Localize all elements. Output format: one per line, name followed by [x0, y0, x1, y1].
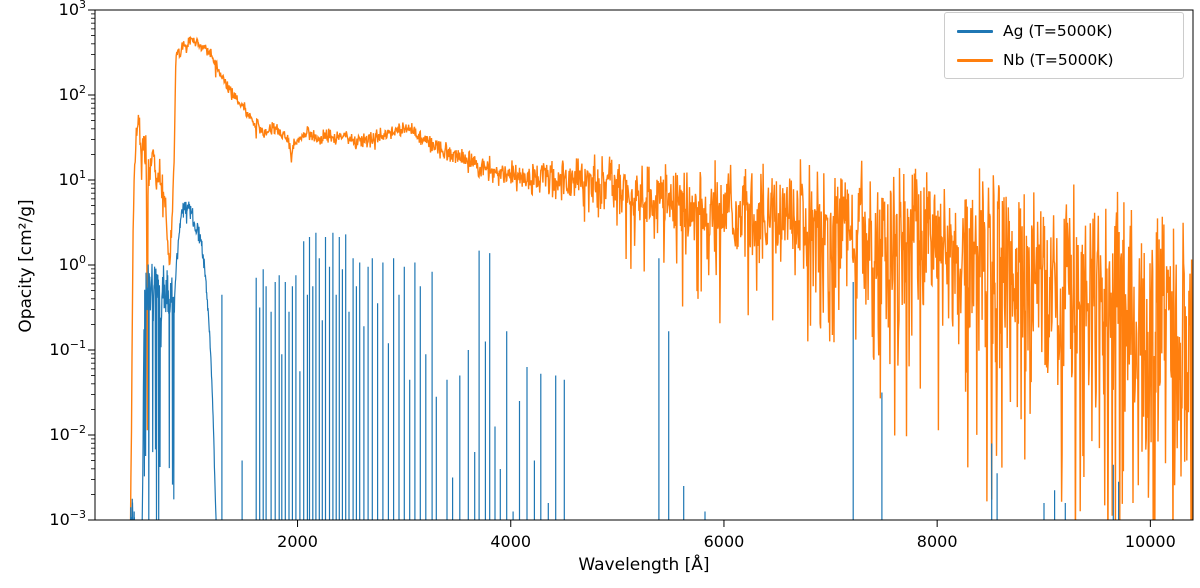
y-tick-label: 10−1 [49, 338, 86, 359]
legend: Ag (T=5000K) Nb (T=5000K) [944, 12, 1184, 79]
y-axis-ticks: 103 102 101 100 10−1 10−2 10−3 [49, 0, 95, 529]
nb-spectrum-line [129, 35, 1193, 520]
y-tick-label: 102 [59, 83, 86, 104]
x-tick-label: 6000 [704, 532, 745, 551]
ag-spectrum-line [130, 201, 217, 520]
x-tick-label: 2000 [277, 532, 318, 551]
y-tick-label: 101 [59, 168, 86, 189]
y-tick-label: 100 [59, 253, 86, 274]
legend-label-ag: Ag (T=5000K) [1003, 22, 1113, 40]
x-axis-label: Wavelength [Å] [578, 555, 710, 575]
legend-entry-nb: Nb (T=5000K) [957, 51, 1171, 69]
y-tick-label: 10−2 [49, 423, 86, 444]
y-tick-label: 10−3 [49, 508, 86, 529]
y-axis-minor-ticks [91, 13, 95, 495]
legend-label-nb: Nb (T=5000K) [1003, 51, 1114, 69]
x-tick-label: 4000 [490, 532, 531, 551]
plot-area [129, 35, 1193, 520]
legend-entry-ag: Ag (T=5000K) [957, 22, 1171, 40]
x-tick-label: 10000 [1125, 532, 1176, 551]
nb-legend-line-sample [957, 58, 993, 62]
ag-legend-line-sample [957, 29, 993, 33]
ag-spike-lines [130, 232, 1120, 520]
x-axis-ticks: 2000 4000 6000 8000 10000 [277, 520, 1176, 551]
y-axis-label: Opacity [cm²/g] [16, 199, 36, 333]
y-tick-label: 103 [59, 0, 86, 19]
x-tick-label: 8000 [917, 532, 958, 551]
